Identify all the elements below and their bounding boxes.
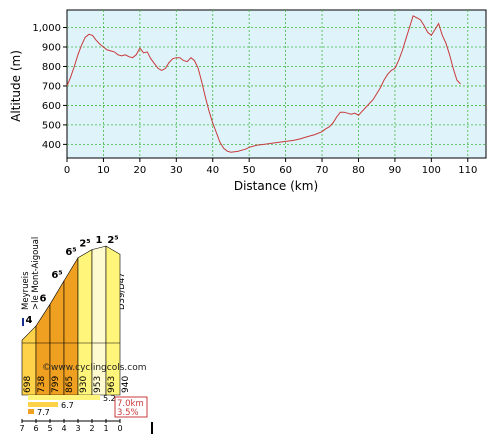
y-tick-label: 500 xyxy=(42,120,61,131)
x-tick-label: 100 xyxy=(422,165,441,176)
altitude-label: 799 xyxy=(51,376,61,393)
profile-segment xyxy=(63,256,79,396)
segment-gradient: 6⁵ xyxy=(51,270,62,281)
segment-gradient: 6⁵ xyxy=(65,247,76,258)
altitude-labels: 698 738 799 865 930 953 963 940 xyxy=(23,376,131,393)
location-label: D39/D47 xyxy=(117,272,127,310)
km-label: 0 xyxy=(117,424,122,433)
km-label: 7 xyxy=(19,424,24,433)
y-axis-title: Altitude (m) xyxy=(9,50,23,122)
location-marker xyxy=(22,318,24,326)
tick-layer: 0 10 20 30 40 50 60 70 80 90 100 110 400 500 600 700 800… xyxy=(32,23,477,176)
altitude-label: 940 xyxy=(121,376,131,393)
summary-box: 7.0km 3.5% xyxy=(114,396,148,418)
gradient-bar xyxy=(28,409,34,414)
y-tick-label: 1,000 xyxy=(32,23,61,34)
gradient-bar xyxy=(28,395,100,400)
elevation-line xyxy=(66,15,461,153)
profile-segment xyxy=(77,249,93,396)
y-tick-label: 800 xyxy=(42,62,61,73)
climb-profile: Meyrueis>le Mont-AigoualSérigasD39/D47 4… xyxy=(19,235,153,434)
km-label: 5 xyxy=(47,424,52,433)
km-label: 3 xyxy=(75,424,80,433)
y-tick-label: 600 xyxy=(42,101,61,112)
altitude-label: 698 xyxy=(23,376,33,393)
profile-segment xyxy=(105,245,121,396)
location-label: Meyrueis xyxy=(21,271,31,310)
y-tick-label: 700 xyxy=(42,81,61,92)
elevation-chart: 0 10 20 30 40 50 60 70 80 90 100 110 400 500 600 700 800… xyxy=(9,9,487,193)
location-label: >le Mont-Aigoual xyxy=(31,237,41,310)
x-tick-label: 0 xyxy=(64,165,70,176)
distance-label: 7.0km xyxy=(117,399,144,409)
x-tick-label: 30 xyxy=(170,165,183,176)
x-tick-label: 110 xyxy=(458,165,477,176)
altitude-label: 930 xyxy=(79,376,89,393)
watermark: ©www.cyclingcols.com xyxy=(42,363,146,373)
segment-gradient: 2⁵ xyxy=(107,235,118,246)
gradient-bar xyxy=(28,402,58,407)
x-tick-label: 10 xyxy=(97,165,110,176)
km-label: 1 xyxy=(103,424,108,433)
profile-segments xyxy=(21,245,121,396)
altitude-label: 963 xyxy=(107,376,117,393)
gradient-bar-label: 6.7 xyxy=(61,401,74,410)
segment-gradient: 6 xyxy=(40,293,47,304)
altitude-label: 953 xyxy=(93,376,103,393)
x-tick-label: 50 xyxy=(243,165,256,176)
segment-gradient: 1 xyxy=(96,235,103,246)
x-tick-label: 20 xyxy=(134,165,147,176)
x-tick-label: 70 xyxy=(316,165,329,176)
grid-layer xyxy=(67,10,486,158)
x-tick-label: 40 xyxy=(206,165,219,176)
y-tick-label: 900 xyxy=(42,43,61,54)
plot-area xyxy=(66,9,487,159)
x-tick-label: 60 xyxy=(279,165,292,176)
x-tick-label: 90 xyxy=(389,165,402,176)
gradient-bar-label: 5.2 xyxy=(103,394,116,403)
x-tick-label: 80 xyxy=(352,165,365,176)
y-tick-label: 400 xyxy=(42,140,61,151)
gradient-bar-label: 7.7 xyxy=(37,408,50,417)
x-axis-title: Distance (km) xyxy=(234,179,318,193)
altitude-label: 865 xyxy=(65,376,75,393)
km-label: 6 xyxy=(33,424,38,433)
km-label: 2 xyxy=(89,424,94,433)
segment-gradient: 2⁵ xyxy=(79,239,90,250)
average-label: 3.5% xyxy=(117,408,139,418)
km-label: 4 xyxy=(61,424,66,433)
gradient-bars: 5.2 6.7 7.7 xyxy=(28,394,116,417)
segment-gradient: 4 xyxy=(26,315,33,326)
altitude-label: 738 xyxy=(37,376,47,393)
